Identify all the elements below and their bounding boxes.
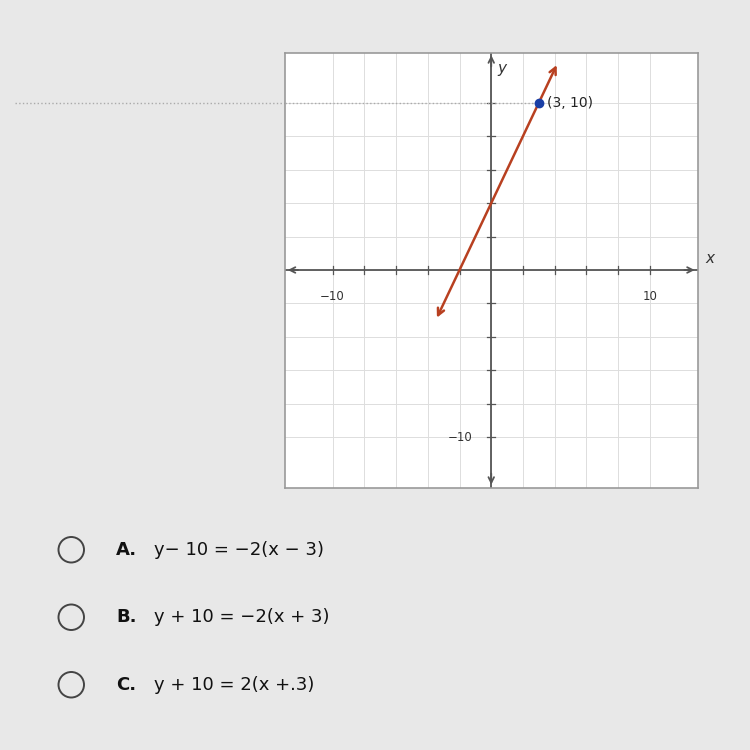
Text: (3, 10): (3, 10) [547, 96, 592, 109]
Text: y− 10 = −2(x − 3): y− 10 = −2(x − 3) [154, 541, 324, 559]
Text: y + 10 = −2(x + 3): y + 10 = −2(x + 3) [154, 608, 329, 626]
Text: C.: C. [116, 676, 136, 694]
Text: 10: 10 [643, 290, 657, 303]
Text: −10: −10 [320, 290, 345, 303]
Text: A.: A. [116, 541, 137, 559]
Text: −10: −10 [448, 430, 472, 444]
Text: B.: B. [116, 608, 136, 626]
Text: y + 10 = 2(x +.3): y + 10 = 2(x +.3) [154, 676, 314, 694]
Text: y: y [498, 61, 507, 76]
Text: x: x [706, 251, 715, 266]
